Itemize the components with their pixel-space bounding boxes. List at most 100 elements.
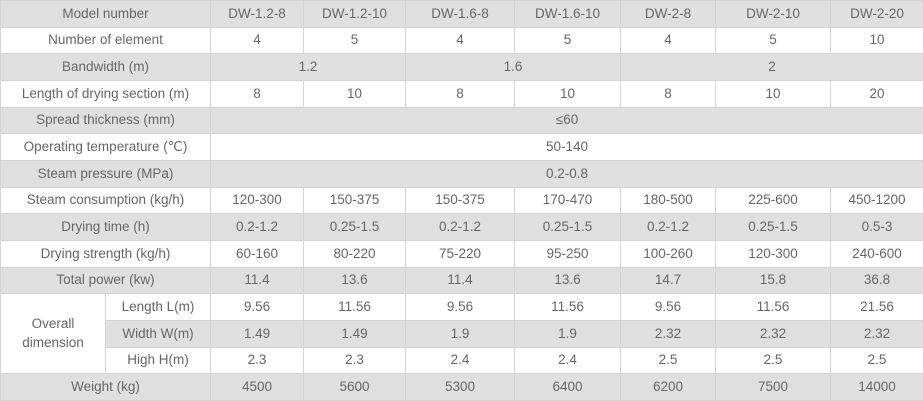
- cell: 7500: [715, 373, 832, 401]
- row-label-overall-dimension: Overall dimension: [0, 293, 106, 375]
- row-label: Weight (kg): [0, 373, 212, 401]
- cell: 1.9: [514, 319, 622, 348]
- row-total-power: Total power (kw) 11.4 13.6 11.4 13.6 14.…: [0, 266, 923, 295]
- cell: 20: [830, 79, 923, 108]
- cell: 5: [514, 26, 622, 55]
- cell: 11.4: [210, 266, 305, 295]
- cell: 10: [715, 79, 832, 108]
- cell: 0.2-0.8: [210, 159, 923, 188]
- cell: 9.56: [210, 293, 305, 321]
- cell: 13.6: [514, 266, 622, 295]
- row-drying-time: Drying time (h) 0.2-1.2 0.25-1.5 0.2-1.2…: [0, 213, 923, 241]
- cell: 11.56: [303, 293, 407, 321]
- cell: 11.56: [715, 293, 832, 321]
- cell: 1.2: [210, 53, 407, 81]
- cell: 10: [830, 26, 923, 55]
- cell: 14.7: [620, 266, 717, 295]
- row-sublabel: Length L(m): [104, 293, 212, 321]
- row-label: Number of element: [0, 26, 212, 55]
- cell: DW-2-20: [830, 0, 923, 28]
- cell: 2.5: [830, 346, 923, 375]
- cell: 150-375: [405, 186, 516, 215]
- cell: 4: [620, 26, 717, 55]
- cell: 8: [620, 79, 717, 108]
- cell: DW-1.6-10: [514, 0, 622, 28]
- row-sublabel: High H(m): [104, 346, 212, 375]
- cell: 2.4: [405, 346, 516, 375]
- row-steam-consumption: Steam consumption (kg/h) 120-300 150-375…: [0, 186, 923, 215]
- cell: 0.25-1.5: [514, 213, 622, 241]
- cell: 36.8: [830, 266, 923, 295]
- row-steam-pressure: Steam pressure (MPa) 0.2-0.8: [0, 159, 923, 188]
- cell: 2.3: [210, 346, 305, 375]
- cell: 0.2-1.2: [210, 213, 305, 241]
- cell: 4: [405, 26, 516, 55]
- cell: 170-470: [514, 186, 622, 215]
- cell: 5: [303, 26, 407, 55]
- cell: 2.4: [514, 346, 622, 375]
- cell: 1.9: [405, 319, 516, 348]
- row-number-of-element: Number of element 4 5 4 5 4 5 10: [0, 26, 923, 55]
- cell: 0.2-1.2: [405, 213, 516, 241]
- row-drying-length: Length of drying section (m) 8 10 8 10 8…: [0, 79, 923, 108]
- cell: 2.5: [620, 346, 717, 375]
- cell: DW-2-8: [620, 0, 717, 28]
- row-label: Bandwidth (m): [0, 53, 212, 81]
- row-operating-temperature: Operating temperature (℃) 50-140: [0, 133, 923, 161]
- row-drying-strength: Drying strength (kg/h) 60-160 80-220 75-…: [0, 239, 923, 268]
- cell: DW-1.2-8: [210, 0, 305, 28]
- cell: 2.3: [303, 346, 407, 375]
- row-dimension-width: Width W(m) 1.49 1.49 1.9 1.9 2.32 2.32 2…: [1, 319, 923, 348]
- cell: DW-2-10: [715, 0, 832, 28]
- cell: 240-600: [830, 239, 923, 268]
- cell: 1.6: [405, 53, 622, 81]
- row-model-number: Model number DW-1.2-8 DW-1.2-10 DW-1.6-8…: [0, 0, 923, 28]
- row-label: Spread thickness (mm): [0, 106, 212, 135]
- cell: 180-500: [620, 186, 717, 215]
- cell: ≤60: [210, 106, 923, 135]
- cell: 0.2-1.2: [620, 213, 717, 241]
- row-weight: Weight (kg) 4500 5600 5300 6400 6200 750…: [0, 373, 923, 401]
- row-label: Total power (kw): [0, 266, 212, 295]
- row-label: Steam pressure (MPa): [0, 159, 212, 188]
- cell: 450-1200: [830, 186, 923, 215]
- row-bandwidth: Bandwidth (m) 1.2 1.6 2: [0, 53, 923, 81]
- cell: 2.32: [830, 319, 923, 348]
- row-spread-thickness: Spread thickness (mm) ≤60: [0, 106, 923, 135]
- row-sublabel: Width W(m): [104, 319, 212, 348]
- cell: 15.8: [715, 266, 832, 295]
- cell: 5300: [405, 373, 516, 401]
- cell: 21.56: [830, 293, 923, 321]
- cell: 100-260: [620, 239, 717, 268]
- cell: 4500: [210, 373, 305, 401]
- cell: 8: [405, 79, 516, 108]
- cell: 6400: [514, 373, 622, 401]
- cell: 2.5: [715, 346, 832, 375]
- cell: 50-140: [210, 133, 923, 161]
- row-label: Length of drying section (m): [0, 79, 212, 108]
- row-dimension-high: High H(m) 2.3 2.3 2.4 2.4 2.5 2.5 2.5: [1, 346, 923, 375]
- cell: 0.25-1.5: [303, 213, 407, 241]
- cell: 120-300: [715, 239, 832, 268]
- cell: DW-1.6-8: [405, 0, 516, 28]
- cell: 0.5-3: [830, 213, 923, 241]
- row-label: Steam consumption (kg/h): [0, 186, 212, 215]
- cell: 6200: [620, 373, 717, 401]
- cell: 9.56: [620, 293, 717, 321]
- cell: 60-160: [210, 239, 305, 268]
- cell: 13.6: [303, 266, 407, 295]
- cell: 2: [620, 53, 923, 81]
- cell: 9.56: [405, 293, 516, 321]
- row-label: Model number: [0, 0, 212, 28]
- cell: 225-600: [715, 186, 832, 215]
- cell: 1.49: [303, 319, 407, 348]
- row-label: Drying time (h): [0, 213, 212, 241]
- cell: 14000: [830, 373, 923, 401]
- cell: 75-220: [405, 239, 516, 268]
- cell: 5600: [303, 373, 407, 401]
- cell: 4: [210, 26, 305, 55]
- cell: 11.56: [514, 293, 622, 321]
- cell: 5: [715, 26, 832, 55]
- cell: 2.32: [620, 319, 717, 348]
- row-label: Operating temperature (℃): [0, 133, 212, 161]
